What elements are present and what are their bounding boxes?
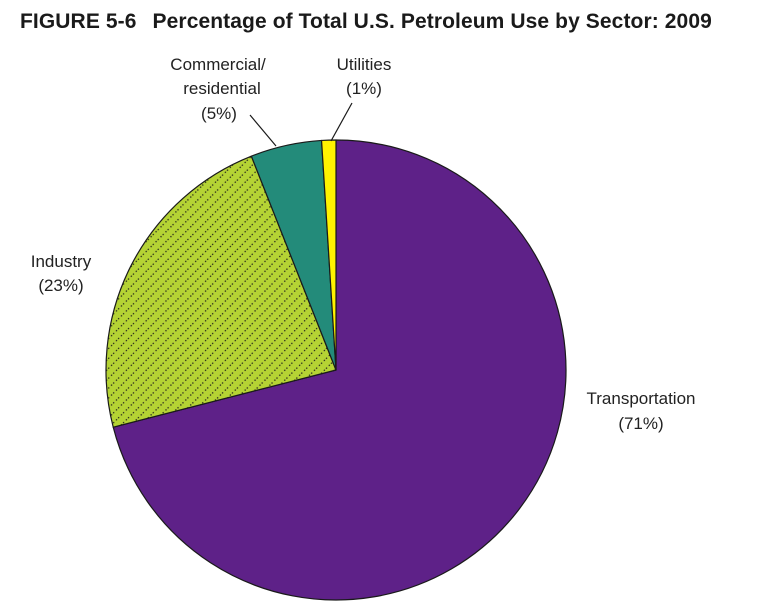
figure-number: FIGURE 5-6 <box>20 10 137 33</box>
pie-slices <box>105 139 567 601</box>
pie-slice-transportation <box>112 139 567 601</box>
label-commercial-value: (5%) <box>201 104 237 123</box>
leader-line-commercial <box>249 114 277 147</box>
label-utilities-value: (1%) <box>346 79 382 98</box>
label-transportation: Transportation <box>587 389 696 408</box>
label-commercial-line1: Commercial/ <box>170 55 266 74</box>
pie-slice-utilities <box>320 139 337 371</box>
chart-title: FIGURE 5-6 Percentage of Total U.S. Petro… <box>20 10 712 34</box>
pie-slice-industry <box>105 155 337 428</box>
slice-labels: Commercial/ residential (5%) Utilities (… <box>31 55 696 433</box>
label-commercial-line2: residential <box>183 79 261 98</box>
leader-lines <box>249 102 353 147</box>
label-industry: Industry <box>31 252 92 271</box>
figure-title-text: Percentage of Total U.S. Petroleum Use b… <box>152 10 712 33</box>
leader-line-utilities <box>330 102 353 142</box>
label-industry-value: (23%) <box>38 276 83 295</box>
label-transportation-value: (71%) <box>618 414 663 433</box>
label-utilities: Utilities <box>337 55 392 74</box>
